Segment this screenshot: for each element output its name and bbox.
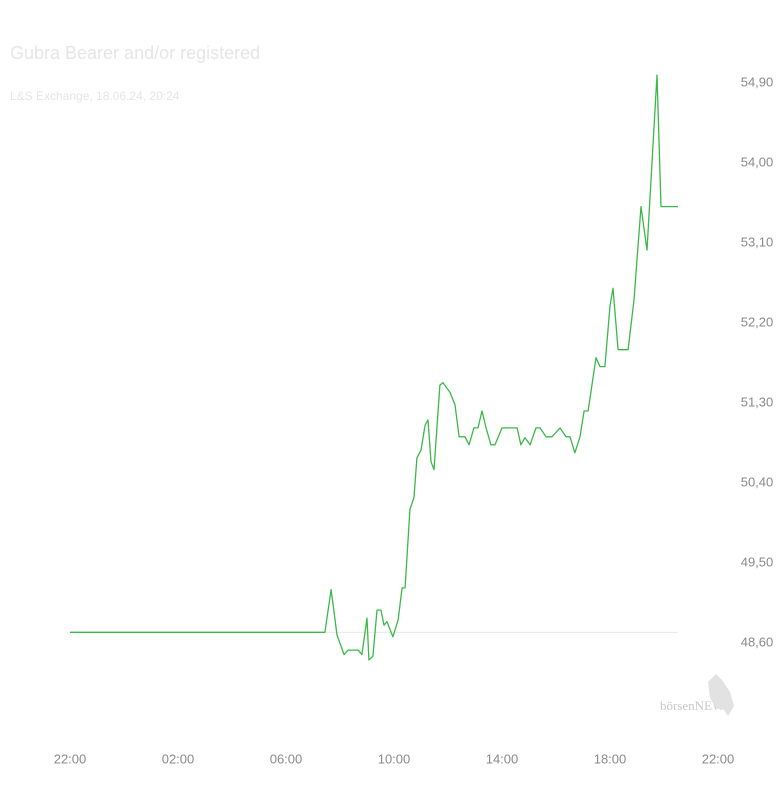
watermark-logo — [708, 674, 734, 716]
chart-title: Gubra Bearer and/or registered — [10, 43, 260, 63]
x-tick-label: 10:00 — [378, 751, 411, 766]
y-tick-label: 52,20 — [741, 314, 774, 329]
y-tick-label: 49,50 — [741, 554, 774, 569]
y-tick-label: 53,10 — [741, 234, 774, 249]
y-tick-label: 48,60 — [741, 634, 774, 649]
y-tick-label: 54,90 — [741, 74, 774, 89]
x-tick-label: 18:00 — [594, 751, 627, 766]
y-tick-label: 50,40 — [741, 474, 774, 489]
x-tick-label: 22:00 — [702, 751, 735, 766]
x-tick-label: 02:00 — [162, 751, 195, 766]
price-line — [70, 74, 678, 661]
y-tick-label: 51,30 — [741, 394, 774, 409]
x-tick-label: 14:00 — [486, 751, 519, 766]
chart-subtitle: L&S Exchange, 18.06.24, 20:24 — [10, 89, 180, 103]
x-tick-label: 06:00 — [270, 751, 303, 766]
y-tick-label: 54,00 — [741, 154, 774, 169]
x-tick-label: 22:00 — [54, 751, 87, 766]
